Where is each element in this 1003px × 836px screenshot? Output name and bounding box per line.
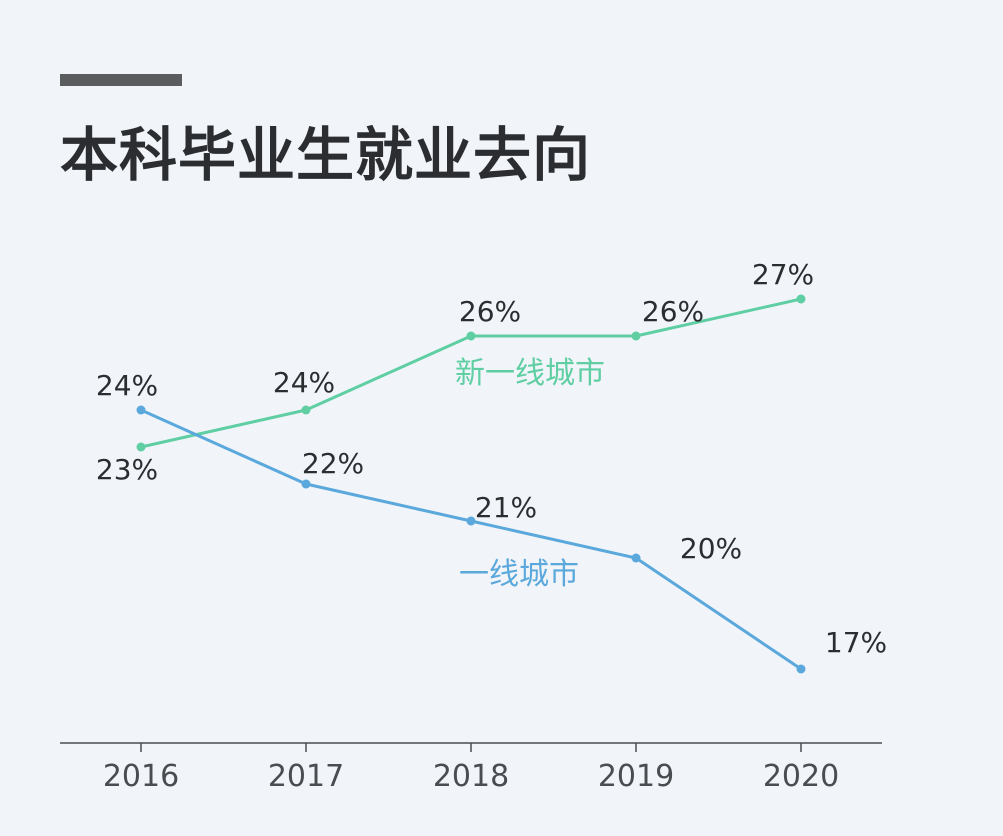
series-label-2: 一线城市 xyxy=(459,557,579,592)
data-label-2-2018: 21% xyxy=(475,491,537,524)
data-point-1-2016 xyxy=(136,442,146,452)
series-label-1: 新一线城市 xyxy=(455,356,605,391)
data-label-1-2016: 23% xyxy=(96,453,158,486)
data-point-1-2017 xyxy=(301,405,311,415)
data-point-2-2019 xyxy=(631,553,641,563)
x-tick-label-2019: 2019 xyxy=(598,759,674,794)
data-point-2-2020 xyxy=(796,664,806,674)
data-point-1-2019 xyxy=(631,331,641,341)
data-label-2-2017: 22% xyxy=(302,447,364,480)
data-label-1-2017: 24% xyxy=(273,366,335,399)
x-axis-ticks: 2016 2017 2018 2019 2020 xyxy=(103,743,839,794)
chart-title: 本科毕业生就业去向 xyxy=(60,121,592,189)
data-label-1-2020: 27% xyxy=(752,258,814,291)
data-label-2-2019: 20% xyxy=(680,532,742,565)
data-point-1-2018 xyxy=(466,331,476,341)
data-point-2-2018 xyxy=(466,516,476,526)
x-tick-label-2016: 2016 xyxy=(103,759,179,794)
data-label-1-2019: 26% xyxy=(642,295,704,328)
data-point-2-2016 xyxy=(136,405,146,415)
title-accent-bar xyxy=(60,74,182,86)
data-point-2-2017 xyxy=(301,479,311,489)
data-label-1-2018: 26% xyxy=(459,295,521,328)
x-tick-label-2018: 2018 xyxy=(433,759,509,794)
data-label-2-2016: 24% xyxy=(96,369,158,402)
data-point-1-2020 xyxy=(796,294,806,304)
data-label-2-2020: 17% xyxy=(825,626,887,659)
x-tick-label-2020: 2020 xyxy=(763,759,839,794)
x-tick-label-2017: 2017 xyxy=(268,759,344,794)
series-group: 23% 24% 26% 26% 27% 新一线城市 24% 22% 21% 20% 17% 一线城市 xyxy=(96,258,887,674)
